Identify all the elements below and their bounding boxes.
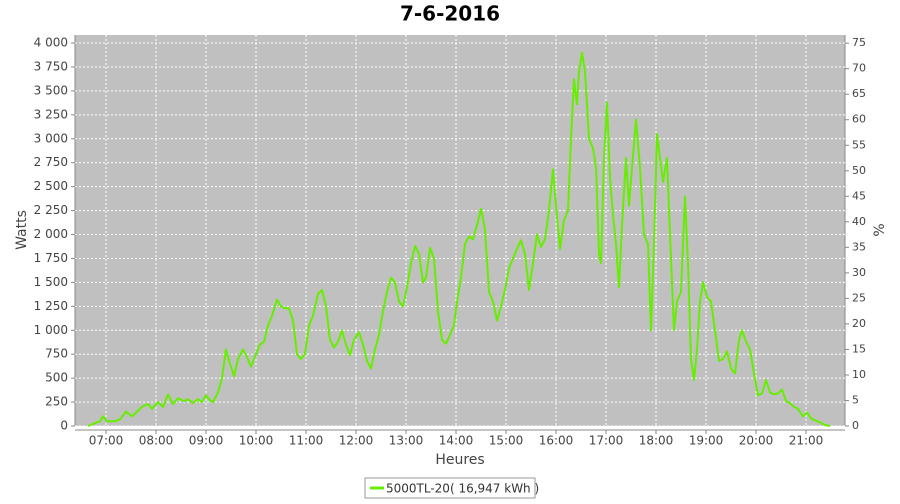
data-line	[87, 51, 831, 427]
y-tick-label: 4 000	[34, 36, 68, 50]
y-tick-label: 3 000	[34, 131, 68, 145]
y-tick-label: 750	[45, 347, 68, 361]
y2-tick-label: 70	[852, 62, 866, 75]
y2-tick-label: 50	[852, 164, 866, 177]
x-tick-label: 13:00	[389, 434, 424, 448]
y2-axis-label: %	[872, 223, 888, 236]
y-tick-label: 3 250	[34, 107, 68, 121]
y2-tick-label: 55	[852, 138, 866, 151]
y-tick-label: 2 500	[34, 179, 68, 193]
x-tick-label: 19:00	[689, 434, 724, 448]
y2-tick-label: 40	[852, 215, 866, 228]
y-tick-label: 2 750	[34, 155, 68, 169]
y-tick-label: 250	[45, 395, 68, 409]
x-tick-label: 17:00	[589, 434, 624, 448]
y-tick-label: 1 500	[34, 275, 68, 289]
x-tick-label: 18:00	[639, 434, 674, 448]
plot-area	[75, 35, 845, 426]
x-tick-label: 12:00	[339, 434, 374, 448]
x-tick-label: 11:00	[289, 434, 324, 448]
y2-tick-label: 35	[852, 240, 866, 253]
y2-tick-label: 20	[852, 317, 866, 330]
y-tick-label: 1 000	[34, 323, 68, 337]
x-tick-label: 10:00	[239, 434, 274, 448]
chart-title: 7-6-2016	[400, 2, 500, 26]
y2-tick-label: 25	[852, 291, 866, 304]
y2-tick-label: 0	[852, 419, 859, 432]
y-tick-label: 1 750	[34, 251, 68, 265]
y2-tick-label: 15	[852, 342, 866, 355]
y-tick-label: 1 250	[34, 299, 68, 313]
y-tick-label: 3 750	[34, 59, 68, 73]
y-tick-label: 500	[45, 371, 68, 385]
y-axis-label: Watts	[14, 210, 30, 250]
y2-tick-label: 10	[852, 368, 866, 381]
x-tick-label: 08:00	[139, 434, 174, 448]
y-tick-label: 3 500	[34, 83, 68, 97]
y2-tick-label: 75	[852, 36, 866, 49]
x-tick-label: 14:00	[439, 434, 474, 448]
x-tick-label: 20:00	[739, 434, 774, 448]
y2-tick-label: 45	[852, 189, 866, 202]
x-tick-label: 09:00	[189, 434, 224, 448]
y2-tick-label: 60	[852, 113, 866, 126]
x-tick-label: 16:00	[539, 434, 574, 448]
x-tick-label: 21:00	[789, 434, 824, 448]
y-tick-label: 2 250	[34, 203, 68, 217]
y-tick-label: 2 000	[34, 227, 68, 241]
legend-box	[364, 477, 536, 499]
y-tick-label: 0	[60, 419, 68, 433]
x-axis-label: Heures	[435, 452, 484, 468]
y2-tick-label: 5	[852, 393, 859, 406]
y2-tick-label: 30	[852, 266, 866, 279]
x-tick-label: 07:00	[89, 434, 124, 448]
x-tick-label: 15:00	[489, 434, 524, 448]
y2-tick-label: 65	[852, 87, 866, 100]
legend-label: 5000TL-20( 16,947 kWh )	[386, 482, 539, 496]
